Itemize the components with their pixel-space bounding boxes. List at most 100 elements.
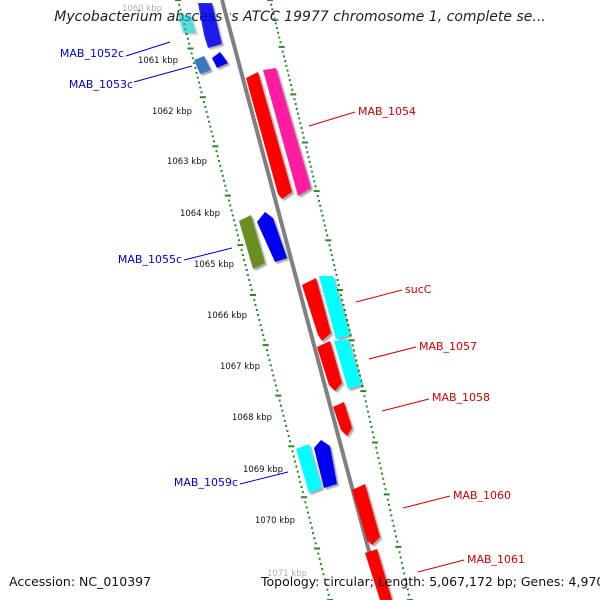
left-minor-tick [218,160,220,162]
gene-arrow-succ-b[interactable] [319,276,350,339]
right-minor-tick [378,462,381,465]
right-minor-tick [361,385,364,387]
left-minor-tick [220,169,223,172]
left-minor-tick [307,511,309,514]
ruler-label: 1068 kbp [232,413,272,423]
left-minor-tick [308,516,311,519]
gene-callout-line [308,111,356,127]
right-minor-tick [279,41,282,44]
gene-label-text: sucC [405,283,432,296]
left-minor-tick [229,204,232,207]
right-minor-tick [312,175,315,178]
gene-arrow-mab-1057-b[interactable] [334,339,362,389]
gene-label-succ[interactable]: sucC [355,283,432,303]
left-minor-tick [282,414,285,417]
gene-arrow-mab-1054-b[interactable] [263,68,311,196]
gene-arrow-mab-1053c[interactable] [212,52,228,68]
right-major-tick [395,545,402,548]
left-minor-tick [317,552,320,555]
left-minor-tick [286,430,289,432]
gene-arrow-mab-1058[interactable] [333,402,352,436]
gene-label-mab-1054[interactable]: MAB_1054 [308,105,416,127]
gene-arrow-mab-1052c[interactable] [198,3,222,48]
gene-arrow-mab-1061[interactable] [365,549,392,600]
left-minor-tick [250,289,253,291]
left-minor-tick [244,264,247,267]
gene-arrow-mab-1059c[interactable] [314,440,337,488]
left-minor-tick [295,465,298,468]
gene-arrow-mab-1054-a[interactable] [246,72,292,199]
left-minor-tick [223,179,225,182]
right-major-tick [360,390,367,393]
gene-label-mab-1061[interactable]: MAB_1061 [417,553,525,573]
right-minor-tick [314,185,317,188]
right-minor-tick [390,514,393,517]
left-minor-tick [269,364,272,367]
right-minor-tick [290,83,292,86]
gene-arrow-mab-1055c[interactable] [257,212,287,262]
gene-label-mab-1058[interactable]: MAB_1058 [381,391,490,412]
right-minor-tick [271,8,274,11]
left-minor-tick [228,199,230,202]
gene-arrow-mab-1055c-a[interactable] [239,215,265,269]
gene-label-mab-1060[interactable]: MAB_1060 [402,489,511,509]
left-minor-tick [285,424,288,427]
right-minor-tick [320,209,323,212]
left-minor-tick [263,339,266,342]
right-minor-tick [348,329,351,332]
right-major-tick [372,441,378,444]
right-minor-tick [391,519,394,522]
gene-arrow-mab-1052c-a[interactable] [178,15,196,33]
gene-arrow-mab-1059c-a[interactable] [296,444,322,493]
right-minor-tick [375,446,378,449]
gene-label-mab-1059c[interactable]: MAB_1059c [174,471,289,489]
left-minor-tick [203,101,205,104]
right-minor-tick [283,55,285,58]
right-minor-tick [313,180,316,183]
left-minor-tick [180,13,183,16]
ruler-label: 1062 kbp [152,107,192,117]
left-minor-tick [246,274,249,276]
left-minor-tick [210,130,213,133]
tick-track-right [267,0,413,600]
left-minor-tick [326,588,329,591]
right-minor-tick [274,22,277,25]
right-minor-tick [392,524,395,527]
right-major-tick [290,93,297,96]
left-minor-tick [248,279,251,281]
gene-label-mab-1055c[interactable]: MAB_1055c [118,247,233,266]
right-minor-tick [295,107,298,110]
left-minor-tick [253,299,256,301]
gene-label-mab-1053c[interactable]: MAB_1053c [69,65,193,91]
gene-arrow-mab-1053c-a[interactable] [194,56,211,74]
left-minor-tick [273,379,276,382]
right-minor-tick [273,17,276,20]
right-minor-tick [358,374,361,377]
left-minor-tick [236,234,239,237]
gene-arrow-succ-a[interactable] [302,278,331,341]
left-minor-tick [259,324,262,327]
gene-callout-line [417,559,465,573]
ruler-label: 1067 kbp [220,362,260,372]
right-minor-tick [307,156,310,158]
ruler-label: 1061 kbp [138,56,178,66]
right-minor-tick [363,395,366,398]
left-major-tick [237,244,244,247]
gene-label-text: MAB_1053c [69,78,133,91]
right-minor-tick [355,359,358,362]
right-minor-tick [360,379,362,382]
left-minor-tick [194,66,197,69]
right-minor-tick [388,503,390,506]
right-minor-tick [368,415,371,418]
right-minor-tick [386,498,389,501]
right-minor-tick [277,31,280,34]
gene-label-mab-1057[interactable]: MAB_1057 [368,340,477,360]
gene-arrow-mab-1060[interactable] [352,484,380,545]
gene-arrow-mab-1057-a[interactable] [317,341,342,391]
left-minor-tick [205,110,208,113]
left-minor-tick [280,404,282,407]
gene-label-mab-1052c[interactable]: MAB_1052c [60,41,171,60]
right-minor-tick [305,146,308,149]
right-minor-tick [337,284,340,286]
